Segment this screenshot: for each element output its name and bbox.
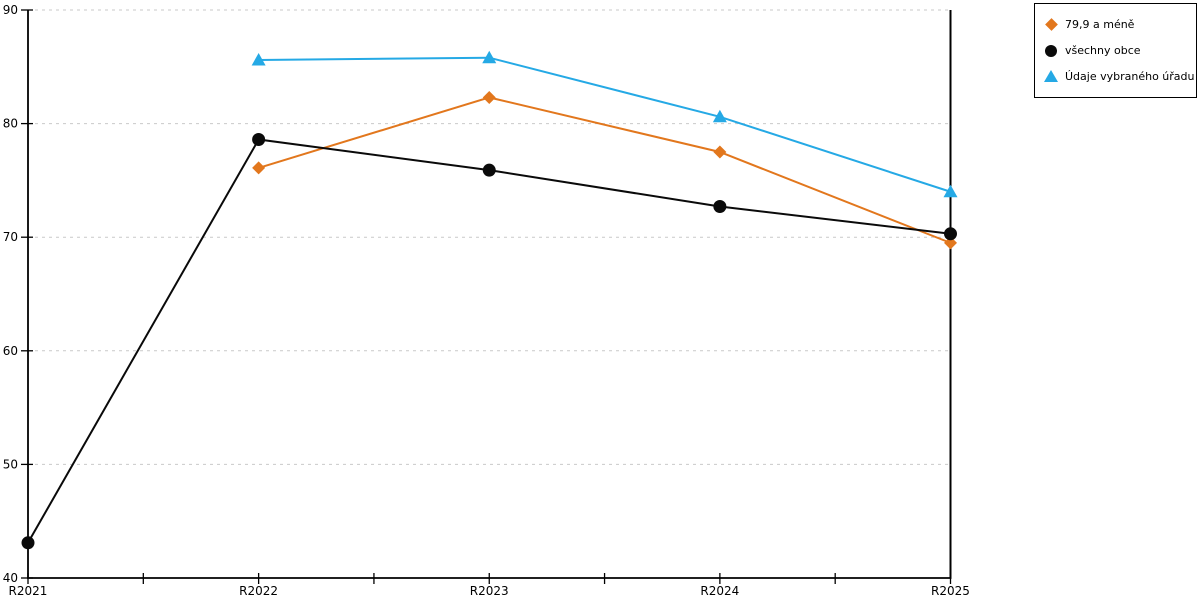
x-tick-label: R2023 — [470, 584, 509, 598]
diamond-marker-icon — [944, 236, 957, 250]
circle-marker-icon — [944, 227, 957, 241]
series-line — [27, 138, 951, 544]
y-tick-label: 50 — [3, 457, 18, 471]
x-tick-label: R2021 — [9, 584, 48, 598]
triangle-marker-icon — [1044, 70, 1058, 83]
legend-label: Údaje vybraného úřadu — [1065, 69, 1195, 83]
legend: 79,9 a méně všechny obce Údaje vybraného… — [1034, 3, 1197, 98]
x-tick-label: R2024 — [700, 584, 739, 598]
x-tick-label: R2025 — [931, 584, 970, 598]
triangle-marker-icon — [482, 50, 497, 64]
legend-item-udaje-vybraneho-uradu: Údaje vybraného úřadu — [1044, 69, 1195, 83]
legend-label: všechny obce — [1065, 44, 1141, 57]
y-tick-label: 90 — [3, 3, 18, 17]
y-tick-label: 40 — [3, 571, 18, 585]
legend-label: 79,9 a méně — [1065, 18, 1135, 32]
circle-marker-icon — [252, 133, 266, 147]
triangle-marker-icon — [251, 52, 266, 66]
series-line — [258, 56, 951, 193]
diamond-marker-icon — [1044, 18, 1058, 32]
diamond-marker-icon — [252, 161, 266, 175]
triangle-marker-icon — [712, 109, 727, 123]
y-tick-label: 80 — [3, 117, 18, 131]
x-tick-label: R2022 — [239, 584, 278, 598]
diamond-marker-icon — [713, 145, 727, 159]
legend-item-vsechny-obce: všechny obce — [1044, 44, 1192, 58]
circle-marker-icon — [713, 200, 727, 214]
triangle-marker-icon — [943, 184, 958, 198]
circle-marker-icon — [482, 163, 496, 177]
legend-item-79-9-a-mene: 79,9 a méně — [1044, 18, 1192, 32]
circle-marker-icon — [21, 536, 35, 550]
circle-marker-icon — [1045, 44, 1057, 57]
y-tick-label: 70 — [3, 230, 18, 244]
diamond-marker-icon — [482, 90, 496, 104]
series-line — [258, 96, 951, 244]
y-tick-label: 60 — [3, 344, 18, 358]
